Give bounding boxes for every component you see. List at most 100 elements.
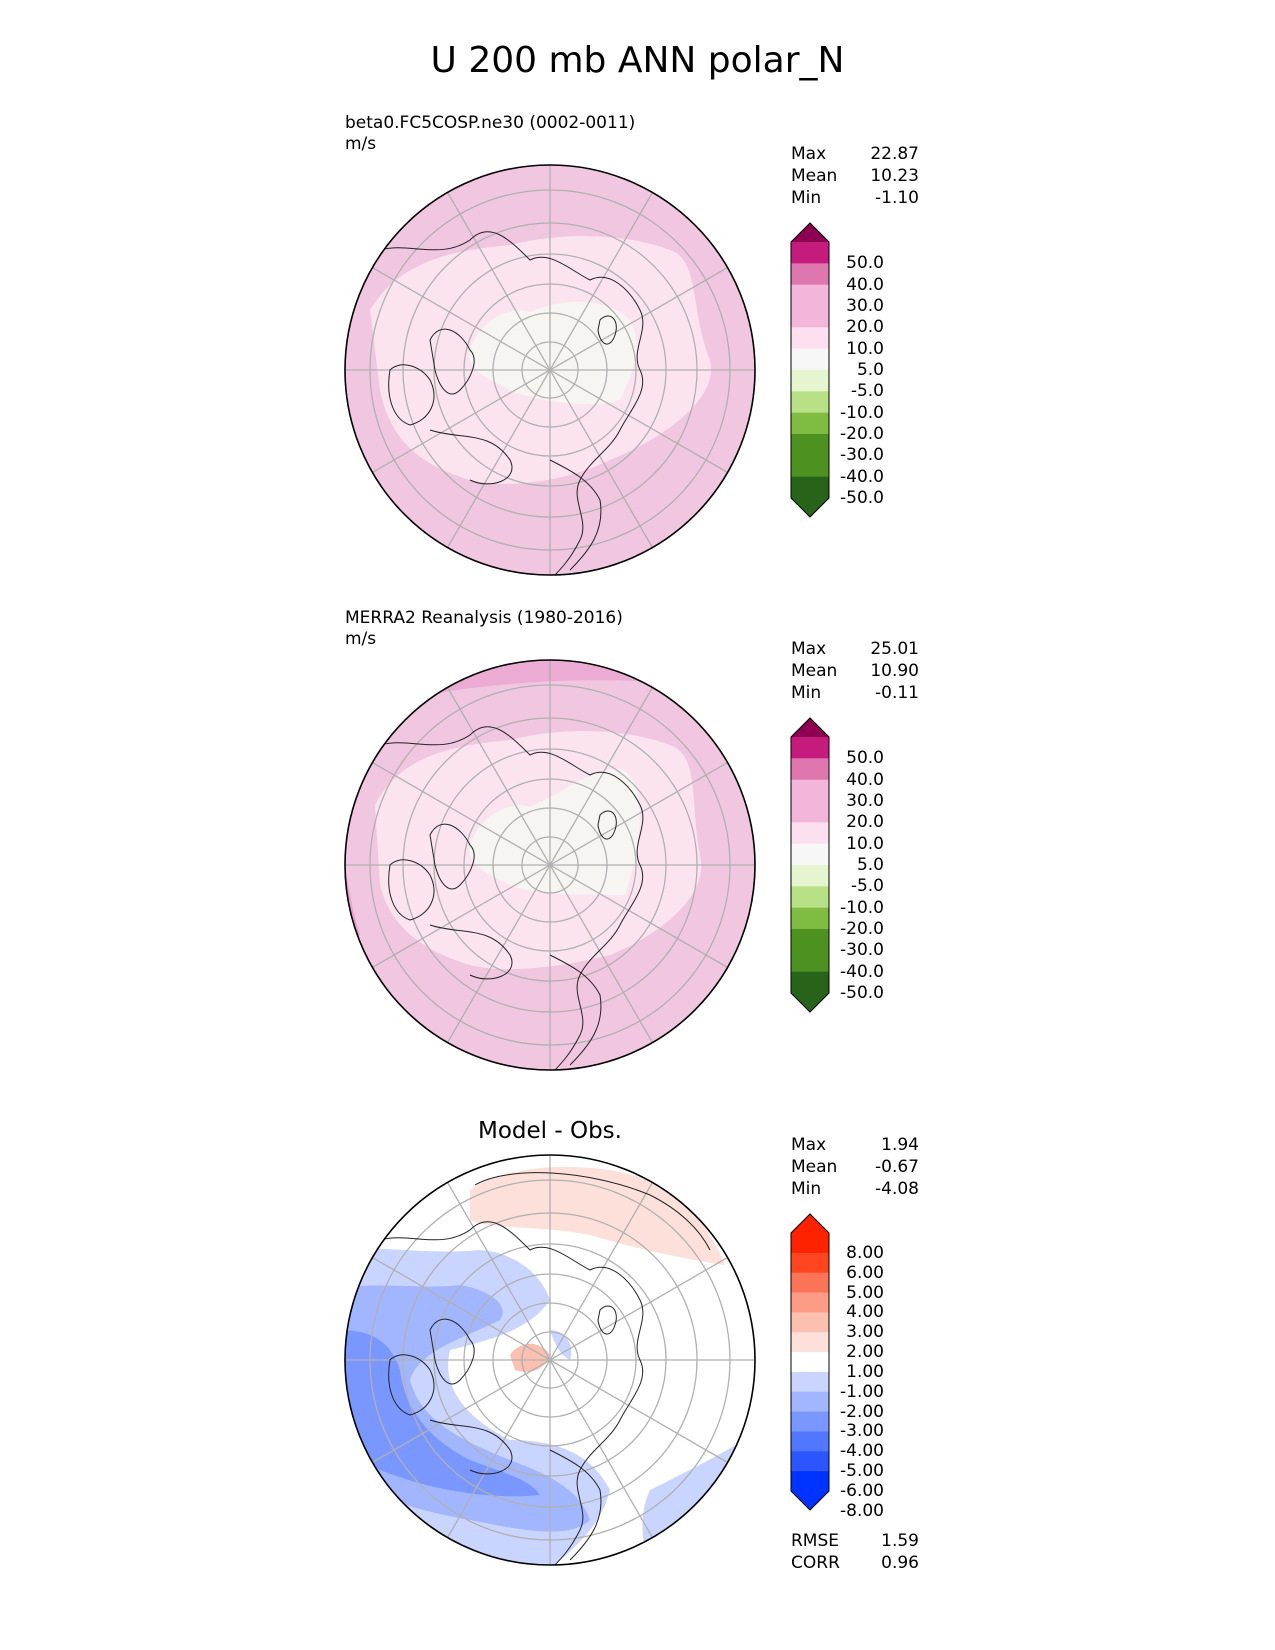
colorbar-segment xyxy=(791,348,829,371)
colorbar-segment xyxy=(791,370,829,392)
colorbar-outline xyxy=(790,717,830,1013)
panel3-colorbar-labels: 8.00 6.00 5.00 4.00 3.00 2.00 1.00 -1.00 -2.00 -3… xyxy=(836,1213,884,1521)
colorbar-tick-label: 1.00 xyxy=(846,1361,884,1382)
colorbar-segment xyxy=(791,1411,829,1432)
colorbar-segment xyxy=(791,907,829,930)
colorbar-segment xyxy=(791,971,829,994)
figure-title: U 200 mb ANN polar_N xyxy=(430,40,845,81)
panel2-title: MERRA2 Reanalysis (1980-2016) m/s xyxy=(345,608,623,649)
colorbar-tick-label: -5.0 xyxy=(850,876,884,897)
colorbar-segment xyxy=(791,455,829,478)
colorbar-segment xyxy=(791,242,829,264)
colorbar-segment xyxy=(791,779,829,802)
panel1-title: beta0.FC5COSP.ne30 (0002-0011) m/s xyxy=(345,113,636,154)
colorbar-extend-max xyxy=(791,718,829,737)
colorbar-segment xyxy=(791,801,829,823)
panel3-title: Model - Obs. xyxy=(478,1118,622,1144)
colorbar-tick-label: -50.0 xyxy=(840,983,884,1003)
colorbar-tick-label: 40.0 xyxy=(846,274,884,295)
colorbar-tick-label: -2.00 xyxy=(840,1401,884,1422)
colorbar-tick-label: -20.0 xyxy=(840,919,884,939)
colorbar-tick-label: 50.0 xyxy=(846,748,884,769)
colorbar-tick-label: -10.0 xyxy=(840,897,884,918)
colorbar-tick-label: 30.0 xyxy=(846,296,884,316)
panel1-map xyxy=(344,164,756,576)
colorbar-segment xyxy=(791,1332,829,1353)
colorbar-outline xyxy=(790,222,830,518)
colorbar-tick-label: -6.00 xyxy=(840,1481,884,1501)
colorbar-tick-label: 20.0 xyxy=(846,317,884,338)
colorbar-segment xyxy=(791,929,829,951)
colorbar-segment xyxy=(791,1312,829,1333)
colorbar-segment xyxy=(791,822,829,845)
colorbar-tick-label: -3.00 xyxy=(840,1421,884,1442)
colorbar-tick-label: 10.0 xyxy=(846,338,884,359)
panel3-stats: Max 1.94 Mean -0.67 Min -4.08 xyxy=(791,1135,919,1199)
colorbar-segment xyxy=(791,886,829,909)
colorbar-tick-label: -40.0 xyxy=(840,466,884,487)
colorbar-tick-label: -10.0 xyxy=(840,402,884,423)
panel2-colorbar-labels: 50.0 40.0 30.0 20.0 10.0 5.0 -5.0 -10.0 -20.0 -30… xyxy=(836,717,884,1013)
panel1-stats: Max 22.87 Mean 10.23 Min -1.10 xyxy=(791,144,919,208)
colorbar-segment xyxy=(791,865,829,887)
colorbar-tick-label: 2.00 xyxy=(846,1342,884,1363)
colorbar-segment xyxy=(791,1252,829,1274)
colorbar-segment xyxy=(791,1391,829,1413)
colorbar-segment xyxy=(791,434,829,456)
panel2-stats: Max 25.01 Mean 10.90 Min -0.11 xyxy=(791,639,919,703)
colorbar-segment xyxy=(791,758,829,781)
colorbar-tick-label: 5.0 xyxy=(856,855,884,875)
colorbar-tick-label: -5.00 xyxy=(840,1461,884,1482)
colorbar-extend-max xyxy=(791,1214,829,1233)
colorbar-tick-label: 50.0 xyxy=(846,253,884,274)
colorbar-tick-label: 5.0 xyxy=(856,360,884,380)
colorbar-tick-label: 40.0 xyxy=(846,769,884,790)
colorbar-segment xyxy=(791,1371,829,1393)
colorbar-tick-label: 5.00 xyxy=(846,1282,884,1303)
colorbar-segment xyxy=(791,284,829,307)
panel1-colorbar xyxy=(790,222,830,518)
colorbar-extend-max xyxy=(791,223,829,242)
colorbar-segment xyxy=(791,950,829,973)
colorbar-segment xyxy=(791,1471,829,1492)
colorbar-extend-min xyxy=(791,993,829,1012)
colorbar-tick-label: -8.00 xyxy=(840,1500,884,1521)
colorbar-extend-min xyxy=(791,1491,829,1510)
colorbar-extend-min xyxy=(791,498,829,517)
colorbar-segment xyxy=(791,476,829,499)
panel2-map xyxy=(344,659,756,1071)
colorbar-tick-label: -40.0 xyxy=(840,961,884,982)
panel3-metrics: RMSE 1.59 CORR 0.96 xyxy=(791,1531,919,1573)
panel3-colorbar xyxy=(790,1213,830,1511)
colorbar-segment xyxy=(791,737,829,759)
panel1-colorbar-labels: 50.0 40.0 30.0 20.0 10.0 5.0 -5.0 -10.0 -20.0 -30… xyxy=(836,222,884,518)
colorbar-tick-label: 8.00 xyxy=(846,1242,884,1263)
colorbar-tick-label: -20.0 xyxy=(840,424,884,444)
colorbar-tick-label: 20.0 xyxy=(846,812,884,833)
colorbar-tick-label: 3.00 xyxy=(846,1322,884,1343)
colorbar-segment xyxy=(791,1292,829,1313)
colorbar-segment xyxy=(791,1451,829,1472)
colorbar-segment xyxy=(791,306,829,328)
colorbar-segment xyxy=(791,327,829,350)
panel2-colorbar xyxy=(790,717,830,1013)
colorbar-outline xyxy=(790,1213,830,1511)
colorbar-tick-label: 4.00 xyxy=(846,1302,884,1323)
colorbar-tick-label: -30.0 xyxy=(840,940,884,961)
colorbar-segment xyxy=(791,412,829,435)
colorbar-tick-label: -5.0 xyxy=(850,381,884,402)
colorbar-segment xyxy=(791,1272,829,1294)
colorbar-tick-label: -30.0 xyxy=(840,445,884,466)
colorbar-segment xyxy=(791,263,829,286)
colorbar-segment xyxy=(791,1352,829,1373)
colorbar-segment xyxy=(791,1431,829,1452)
colorbar-segment xyxy=(791,843,829,866)
colorbar-tick-label: -1.00 xyxy=(840,1381,884,1402)
colorbar-segment xyxy=(791,391,829,414)
panel3-map xyxy=(344,1154,756,1566)
colorbar-tick-label: -50.0 xyxy=(840,488,884,508)
colorbar-tick-label: 10.0 xyxy=(846,833,884,854)
colorbar-tick-label: -4.00 xyxy=(840,1441,884,1462)
colorbar-tick-label: 6.00 xyxy=(846,1262,884,1283)
colorbar-tick-label: 30.0 xyxy=(846,791,884,811)
